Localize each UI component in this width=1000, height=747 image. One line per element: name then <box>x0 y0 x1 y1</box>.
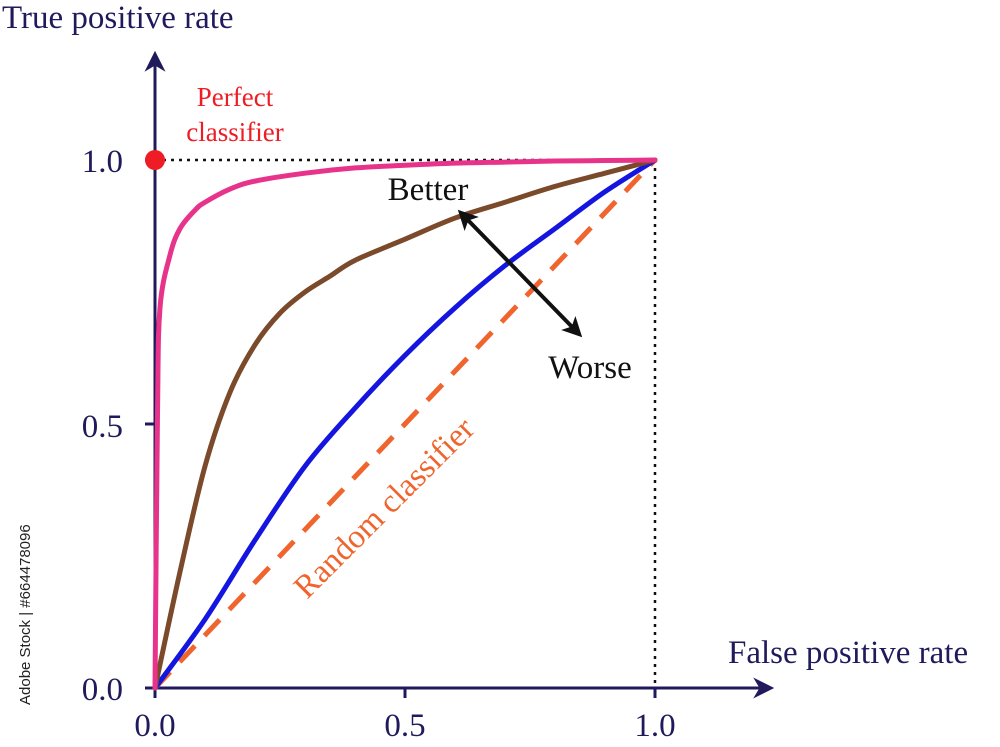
stock-side-text: Adobe Stock | #664478096 <box>17 524 34 705</box>
random-classifier-label: Random classifier <box>287 411 482 606</box>
points-layer <box>145 150 165 170</box>
y-axis-title: True positive rate <box>2 0 234 36</box>
y-tick-label-0: 0.0 <box>82 672 123 708</box>
better-worse-arrow <box>457 209 583 338</box>
series-line-1 <box>152 157 658 691</box>
perfect-label-line1: Perfect <box>197 82 274 112</box>
series-layer <box>152 157 658 691</box>
y-tick-label-2: 1.0 <box>82 144 123 180</box>
worse-label: Worse <box>548 350 631 386</box>
x-tick-label-2: 1.0 <box>634 708 675 744</box>
y-tick-label-1: 0.5 <box>82 409 123 445</box>
perfect-classifier-point <box>145 150 165 170</box>
x-tick-label-1: 0.5 <box>384 708 425 744</box>
series-line-0 <box>152 157 658 691</box>
series-line-3 <box>153 158 657 690</box>
x-tick-label-0: 0.0 <box>134 708 175 744</box>
perfect-label-line2: classifier <box>186 117 283 147</box>
x-axis-title: False positive rate <box>728 635 968 671</box>
better-label: Better <box>388 172 469 208</box>
